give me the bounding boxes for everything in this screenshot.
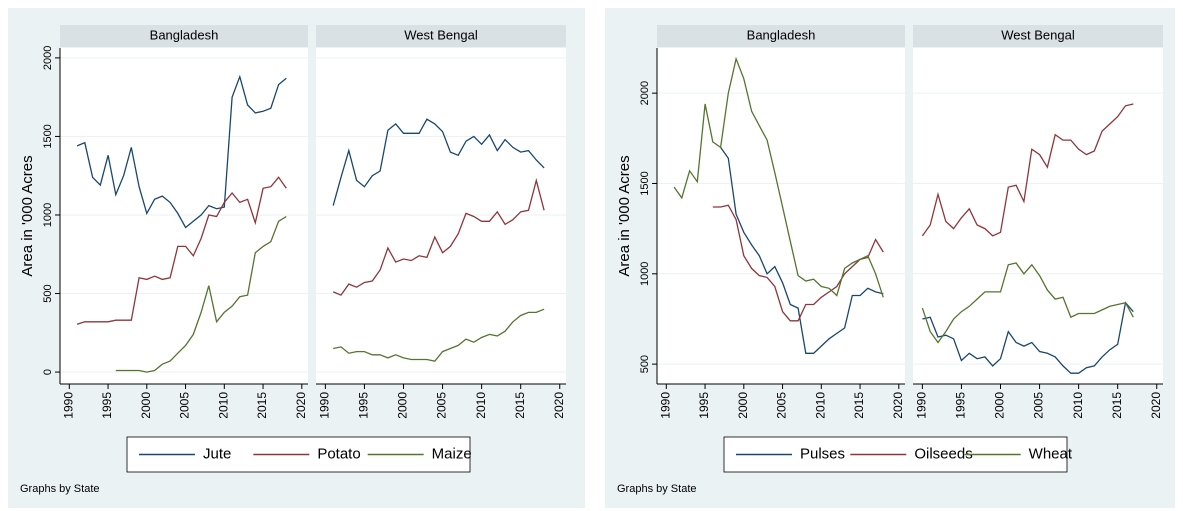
x-tick-label: 2020	[891, 392, 905, 419]
figure: Area in '000 Acres Bangladesh 0 500 1000 1500…	[8, 8, 585, 508]
panel-strip	[913, 25, 1163, 47]
data-line	[673, 56, 884, 298]
data-line	[332, 118, 545, 206]
x-tick-label: 1990	[61, 392, 75, 419]
panel-strip	[657, 25, 905, 47]
x-tick-label: 2010	[1071, 392, 1085, 419]
data-line	[922, 301, 1134, 374]
plot-area	[657, 48, 905, 384]
plot-area	[913, 48, 1163, 384]
data-line	[115, 215, 287, 373]
y-axis-label: Area in '000 Acres	[19, 155, 36, 276]
y-tick-label: 1500	[42, 124, 54, 148]
y-axis-label: Area in '000 Acres	[616, 155, 633, 276]
panel-title: Bangladesh	[747, 27, 816, 42]
legend-label: Potato	[317, 445, 360, 462]
legend-label: Wheat	[1029, 445, 1073, 462]
x-tick-label: 2005	[1032, 392, 1046, 419]
legend-label: Oilseeds	[914, 445, 972, 462]
x-tick-label: 2010	[474, 392, 488, 419]
x-tick-label: 2020	[1149, 392, 1163, 419]
x-tick-label: 2000	[139, 392, 153, 419]
x-tick-label: 1990	[318, 392, 332, 419]
x-tick-label: 1990	[658, 392, 672, 419]
x-tick-label: 1990	[915, 392, 929, 419]
y-tick-label: 2000	[639, 81, 651, 105]
data-line	[332, 177, 545, 296]
data-line	[921, 103, 1134, 237]
x-tick-label: 1995	[697, 392, 711, 419]
x-tick-label: 2020	[552, 392, 566, 419]
panel-title: West Bengal	[404, 27, 478, 42]
panel-strip	[60, 25, 308, 47]
y-tick-label: 1000	[639, 262, 651, 286]
x-tick-label: 2000	[993, 392, 1007, 419]
figure: Area in '000 Acres Bangladesh 500 1000 1500 2…	[605, 8, 1175, 508]
data-line	[720, 147, 884, 354]
x-tick-label: 2015	[1110, 392, 1124, 419]
x-tick-label: 2010	[813, 392, 827, 419]
data-line	[333, 308, 545, 362]
plot-area	[60, 48, 308, 384]
x-tick-label: 2005	[775, 392, 789, 419]
x-tick-label: 2000	[736, 392, 750, 419]
x-tick-label: 1995	[357, 392, 371, 419]
x-tick-label: 1995	[100, 392, 114, 419]
data-line	[921, 262, 1134, 344]
x-tick-label: 2005	[435, 392, 449, 419]
panel-title: Bangladesh	[150, 27, 219, 42]
data-line	[76, 74, 287, 229]
x-tick-label: 2000	[396, 392, 410, 419]
note: Graphs by State	[617, 483, 697, 495]
y-tick-label: 1500	[639, 171, 651, 195]
panel-title: West Bengal	[1001, 27, 1075, 42]
y-tick-label: 0	[42, 369, 54, 375]
data-line	[712, 204, 884, 322]
legend-label: Maize	[432, 445, 472, 462]
y-tick-label: 1000	[42, 203, 54, 227]
data-line	[76, 176, 287, 325]
y-tick-label: 2000	[42, 46, 54, 70]
y-tick-label: 500	[42, 284, 54, 302]
x-tick-label: 2015	[255, 392, 269, 419]
note: Graphs by State	[20, 483, 100, 495]
x-tick-label: 1995	[954, 392, 968, 419]
x-tick-label: 2020	[294, 392, 308, 419]
y-tick-label: 500	[639, 355, 651, 373]
x-tick-label: 2015	[513, 392, 527, 419]
x-tick-label: 2010	[216, 392, 230, 419]
x-tick-label: 2015	[852, 392, 866, 419]
panel-strip	[316, 25, 566, 47]
legend-label: Pulses	[800, 445, 845, 462]
plot-area	[316, 48, 566, 384]
legend-label: Jute	[203, 445, 231, 462]
x-tick-label: 2005	[178, 392, 192, 419]
